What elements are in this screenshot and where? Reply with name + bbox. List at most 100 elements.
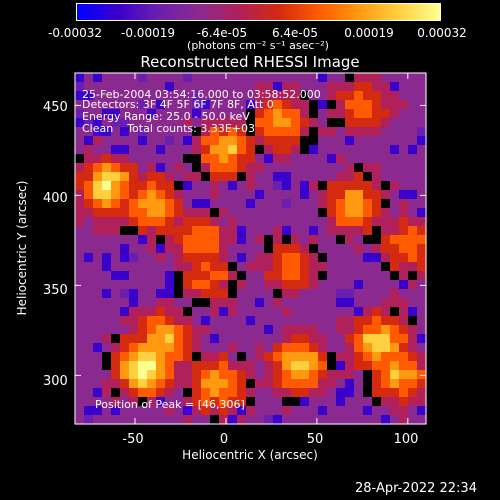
heatmap-cell (84, 190, 94, 200)
heatmap-cell (183, 127, 193, 137)
heatmap-cell (408, 352, 418, 362)
heatmap-cell (291, 145, 301, 155)
heatmap-cell (363, 109, 373, 119)
heatmap-cell (210, 208, 220, 218)
heatmap-cell (363, 199, 373, 209)
heatmap-cell (408, 217, 418, 227)
heatmap-cell (183, 289, 193, 299)
heatmap-cell (399, 136, 409, 146)
heatmap-cell (129, 262, 139, 272)
heatmap-cell (327, 127, 337, 137)
heatmap-cell (102, 172, 112, 182)
heatmap-cell (93, 334, 103, 344)
heatmap-cell (255, 325, 265, 335)
heatmap-cell (210, 280, 220, 290)
heatmap-cell (282, 262, 292, 272)
heatmap-cell (372, 271, 382, 281)
heatmap-cell (75, 199, 85, 209)
heatmap-cell (372, 154, 382, 164)
heatmap-cell (273, 253, 283, 263)
heatmap-cell (237, 226, 247, 236)
heatmap-cell (417, 334, 427, 344)
heatmap-cell (363, 190, 373, 200)
heatmap-cell (237, 388, 247, 398)
heatmap-cell (120, 199, 130, 209)
heatmap-cell (138, 136, 148, 146)
heatmap-cell (408, 163, 418, 173)
heatmap-cell (345, 109, 355, 119)
heatmap-cell (264, 253, 274, 263)
heatmap-cell (102, 316, 112, 326)
heatmap-cell (318, 334, 328, 344)
heatmap-cell (390, 118, 400, 128)
heatmap-cell (228, 235, 238, 245)
heatmap-cell (138, 316, 148, 326)
heatmap-cell (264, 100, 274, 110)
heatmap-cell (165, 316, 175, 326)
heatmap-cell (381, 73, 391, 83)
heatmap-cell (282, 271, 292, 281)
heatmap-cell (237, 406, 247, 416)
heatmap-cell (174, 82, 184, 92)
heatmap-cell (408, 226, 418, 236)
heatmap-cell (219, 163, 229, 173)
heatmap-cell (291, 406, 301, 416)
heatmap-cell (75, 154, 85, 164)
heatmap-cell (345, 415, 355, 425)
heatmap-cell (399, 397, 409, 407)
heatmap-cell (309, 73, 319, 83)
heatmap-cell (417, 244, 427, 254)
heatmap-cell (381, 163, 391, 173)
heatmap-cell (264, 73, 274, 83)
heatmap-cell (237, 271, 247, 281)
heatmap-cell (111, 334, 121, 344)
heatmap-cell (183, 316, 193, 326)
heatmap-cell (318, 118, 328, 128)
heatmap-cell (372, 325, 382, 335)
heatmap-cell (129, 244, 139, 254)
heatmap-cell (309, 289, 319, 299)
heatmap-cell (129, 334, 139, 344)
heatmap-cell (246, 73, 256, 83)
heatmap-cell (408, 118, 418, 128)
heatmap-cell (273, 217, 283, 227)
heatmap-cell (309, 136, 319, 146)
heatmap-cell (111, 379, 121, 389)
heatmap-cell (129, 163, 139, 173)
heatmap-cell (381, 118, 391, 128)
heatmap-cell (237, 235, 247, 245)
heatmap-cell (174, 298, 184, 308)
heatmap-cell (102, 298, 112, 308)
heatmap-cell (300, 370, 310, 380)
heatmap-cell (210, 271, 220, 281)
heatmap-cell (255, 334, 265, 344)
heatmap-cell (165, 379, 175, 389)
heatmap-cell (237, 289, 247, 299)
heatmap-cell (210, 253, 220, 263)
heatmap-cell (75, 109, 85, 119)
heatmap-cell (336, 91, 346, 101)
heatmap-cell (174, 289, 184, 299)
heatmap-cell (219, 388, 229, 398)
heatmap-cell (129, 280, 139, 290)
heatmap-cell (246, 280, 256, 290)
heatmap-cell (147, 334, 157, 344)
heatmap-cell (102, 208, 112, 218)
heatmap-cell (390, 271, 400, 281)
heatmap-cell (354, 397, 364, 407)
heatmap-cell (372, 73, 382, 83)
heatmap-cell (318, 199, 328, 209)
heatmap-cell (282, 190, 292, 200)
heatmap-cell (354, 388, 364, 398)
heatmap-cell (291, 370, 301, 380)
heatmap-cell (93, 262, 103, 272)
heatmap-cell (399, 253, 409, 263)
heatmap-cell (237, 298, 247, 308)
heatmap-cell (300, 361, 310, 371)
heatmap-cell (300, 154, 310, 164)
heatmap-cell (291, 73, 301, 83)
heatmap-cell (282, 100, 292, 110)
heatmap-cell (264, 397, 274, 407)
heatmap-cell (174, 271, 184, 281)
heatmap-cell (237, 316, 247, 326)
